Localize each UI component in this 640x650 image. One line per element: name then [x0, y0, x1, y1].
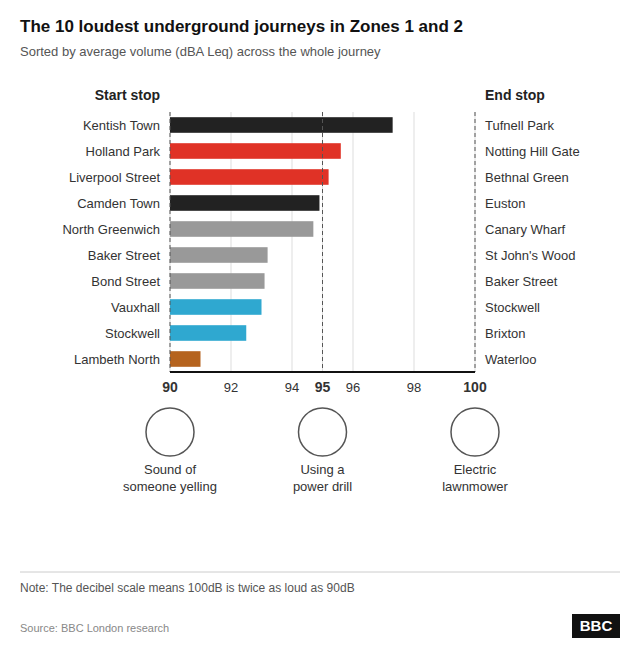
icon — [146, 408, 194, 456]
category-label: Lambeth North — [74, 352, 160, 367]
divider — [20, 572, 620, 573]
annotation-line: lawnmower — [442, 479, 508, 494]
category-label: North Greenwich — [62, 222, 160, 237]
bar — [170, 117, 393, 133]
grid-line — [170, 112, 171, 372]
tick-label: 100 — [463, 379, 487, 395]
bar — [170, 299, 262, 315]
bar — [170, 273, 265, 289]
grid-line — [414, 112, 415, 372]
axis-label: End stop — [485, 87, 545, 103]
background — [0, 0, 640, 650]
title: The 10 loudest underground journeys in Z… — [20, 17, 463, 36]
annotation: Electric lawnmower — [442, 462, 508, 494]
tick-label: 94 — [285, 380, 299, 395]
category-label: Euston — [485, 196, 525, 211]
category-label: Holland Park — [86, 144, 161, 159]
axis-label: Start stop — [95, 87, 160, 103]
category-label: Canary Wharf — [485, 222, 566, 237]
subtitle: Sorted by average volume (dBA Leq) acros… — [20, 44, 381, 59]
bars — [170, 117, 393, 367]
reference-line — [170, 112, 171, 372]
tick-label: 95 — [315, 379, 331, 395]
category-label: Bond Street — [91, 274, 160, 289]
category-label: Baker Street — [485, 274, 558, 289]
reference-line — [475, 112, 476, 372]
bar — [170, 247, 268, 263]
x-axis-line — [170, 371, 475, 373]
tick-label: 90 — [162, 379, 178, 395]
category-label: Vauxhall — [111, 300, 160, 315]
annotation: Sound of someone yelling — [123, 462, 217, 494]
annotation-line: someone yelling — [123, 479, 217, 494]
grid-line — [353, 112, 354, 372]
logo-box — [572, 614, 620, 638]
category-label: Liverpool Street — [69, 170, 160, 185]
category-label: Stockwell — [485, 300, 540, 315]
bar — [170, 195, 319, 211]
chart: The 10 loudest underground journeys in Z… — [0, 0, 640, 650]
category-label: Tufnell Park — [485, 118, 554, 133]
category-label: Stockwell — [105, 326, 160, 341]
tick-label: 92 — [224, 380, 238, 395]
bar — [170, 221, 313, 237]
category-label: Notting Hill Gate — [485, 144, 580, 159]
category-label: St John's Wood — [485, 248, 575, 263]
annotation-line: Using a — [300, 462, 345, 477]
annotation-line: Sound of — [144, 462, 196, 477]
icon — [451, 408, 499, 456]
reference-line — [322, 112, 323, 372]
note: Note: The decibel scale means 100dB is t… — [20, 581, 355, 595]
bar — [170, 351, 201, 367]
category-label: Bethnal Green — [485, 170, 569, 185]
grid-line — [322, 112, 323, 372]
category-label: Camden Town — [77, 196, 160, 211]
tick-label: 98 — [407, 380, 421, 395]
logo: BBC — [580, 617, 613, 634]
bar — [170, 169, 329, 185]
icon — [299, 408, 347, 456]
grid — [170, 112, 475, 372]
bar — [170, 325, 246, 341]
source: Source: BBC London research — [20, 622, 169, 634]
bar — [170, 143, 341, 159]
tick-label: 96 — [346, 380, 360, 395]
annotation-line: Electric — [454, 462, 497, 477]
grid-line — [475, 112, 476, 372]
category-label: Waterloo — [485, 352, 537, 367]
annotation-line: power drill — [293, 479, 352, 494]
category-label: Brixton — [485, 326, 525, 341]
category-label: Kentish Town — [83, 118, 160, 133]
category-label: Baker Street — [88, 248, 161, 263]
annotation: Using a power drill — [293, 462, 352, 494]
